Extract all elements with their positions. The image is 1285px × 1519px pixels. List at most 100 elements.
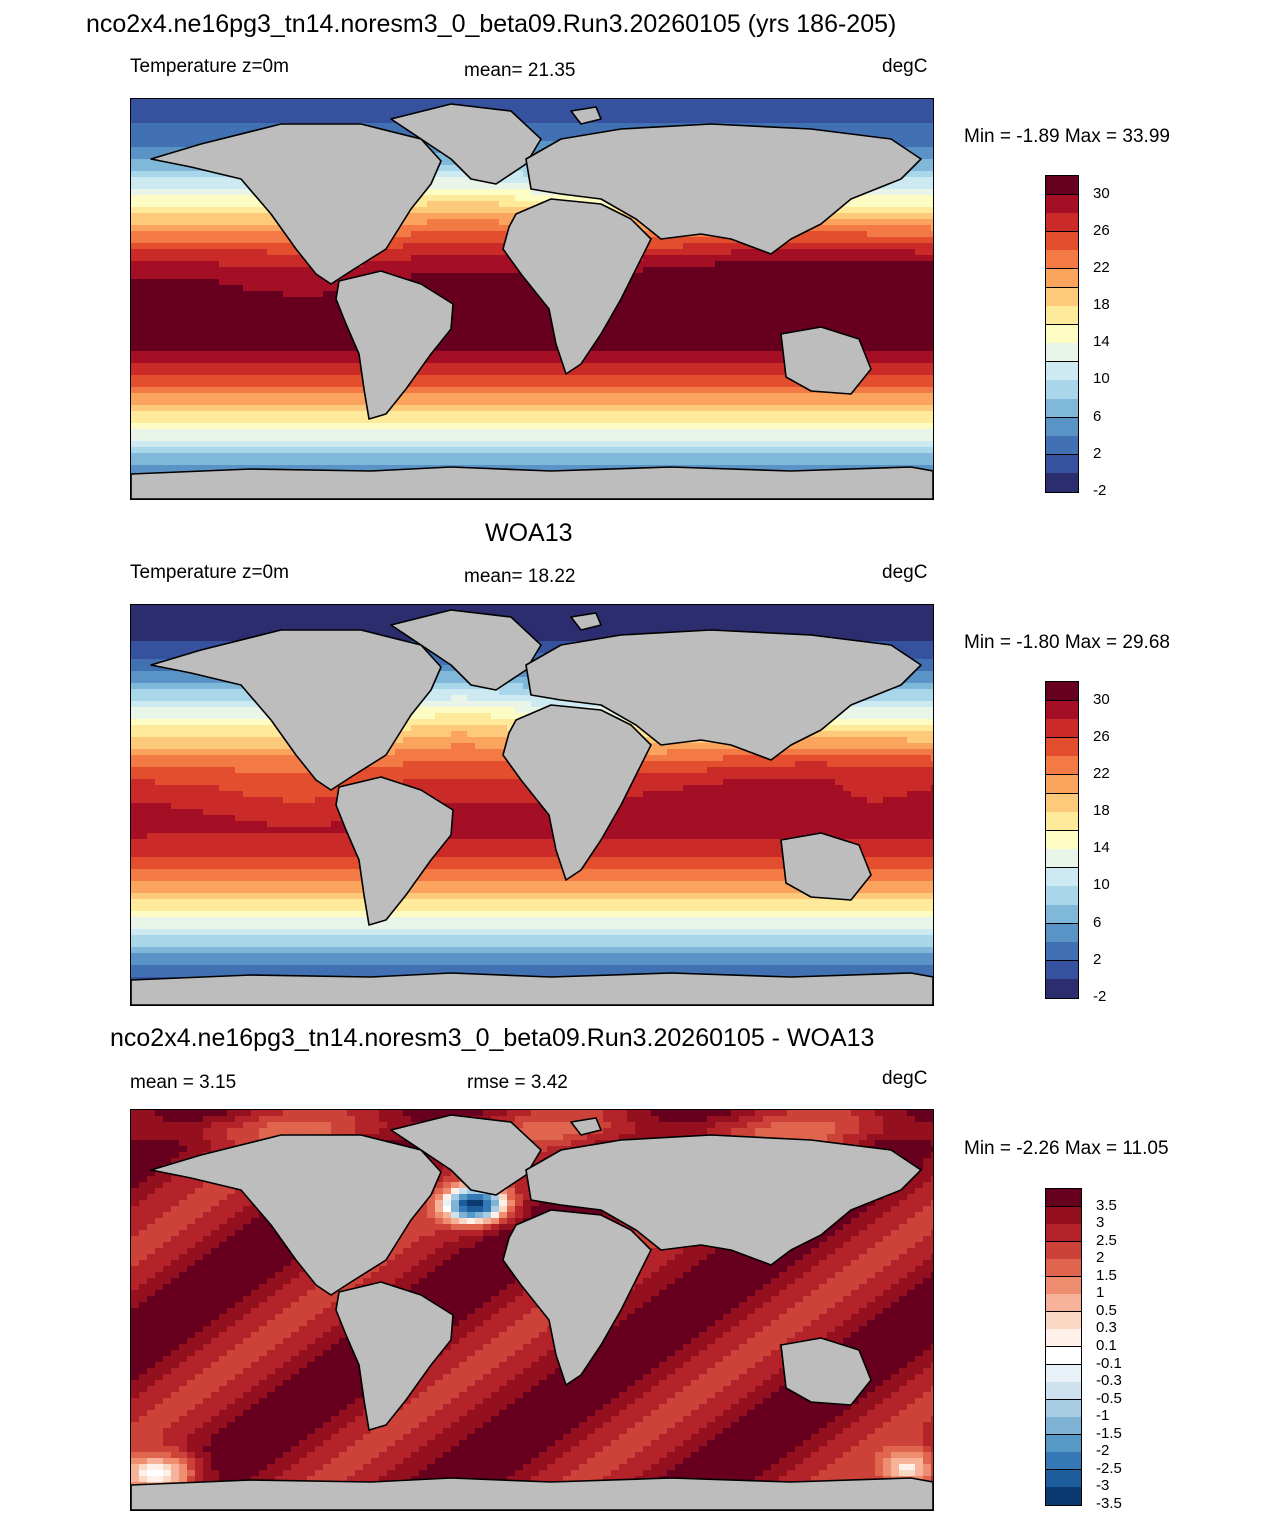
colorbar-tick-label: 18 <box>1093 296 1110 313</box>
panel-2-minmax: Min = -1.80 Max = 29.68 <box>964 632 1170 654</box>
panel-3-minmax: Min = -2.26 Max = 11.05 <box>964 1138 1169 1160</box>
colorbar-tick-label: -1 <box>1096 1407 1109 1424</box>
colorbar-tick-label: 0.1 <box>1096 1337 1117 1354</box>
colorbar-swatch <box>1046 923 1078 943</box>
land-1 <box>390 609 542 691</box>
colorbar-tick-label: -2 <box>1093 482 1106 499</box>
colorbar-tick-label: 3 <box>1096 1214 1104 1231</box>
ocean-field <box>131 605 933 1005</box>
land-7 <box>131 1477 933 1510</box>
land-7 <box>131 972 933 1005</box>
panel-3-header: nco2x4.ne16pg3_tn14.noresm3_0_beta09.Run… <box>110 1024 874 1053</box>
colorbar-swatch <box>1046 1364 1081 1383</box>
land-6 <box>570 612 602 631</box>
colorbar-tick-label: 18 <box>1093 802 1110 819</box>
land-4 <box>525 1134 922 1266</box>
colorbar-swatch <box>1046 1189 1081 1208</box>
colorbar-tick-label: 2 <box>1093 445 1101 462</box>
colorbar-swatch <box>1046 436 1078 456</box>
panel-2-mean-label: mean= 18.22 <box>464 566 575 588</box>
colorbar-swatch <box>1046 1347 1081 1366</box>
colorbar-swatch <box>1046 905 1078 925</box>
panel-3-rmse-label: rmse = 3.42 <box>467 1072 568 1094</box>
panel-2-left-label: Temperature z=0m <box>130 562 289 584</box>
colorbar-tick-label: 2 <box>1096 1249 1104 1266</box>
land-0 <box>150 123 442 285</box>
map-field-svg <box>131 1110 933 1510</box>
colorbar-tick-label: 26 <box>1093 222 1110 239</box>
panel-3-map <box>130 1109 934 1511</box>
panel-3-mean-label: mean = 3.15 <box>130 1072 236 1094</box>
colorbar-swatch <box>1046 1224 1081 1243</box>
colorbar-swatch <box>1046 830 1078 850</box>
panel-1-minmax: Min = -1.89 Max = 33.99 <box>964 126 1170 148</box>
panel-2-header: WOA13 <box>485 519 573 548</box>
land-2 <box>335 776 454 926</box>
land-6 <box>570 106 602 125</box>
colorbar-swatch <box>1046 1276 1081 1295</box>
land-masses <box>131 609 933 1005</box>
land-4 <box>525 123 922 255</box>
colorbar-tick-label: 0.5 <box>1096 1302 1117 1319</box>
colorbar-swatch <box>1046 960 1078 980</box>
colorbar-swatch <box>1046 812 1078 832</box>
colorbar-swatch <box>1046 380 1078 400</box>
colorbar-swatch <box>1046 1469 1081 1488</box>
colorbar-swatch <box>1046 213 1078 233</box>
panel-3-units: degC <box>882 1068 927 1090</box>
colorbar-swatch <box>1046 176 1078 196</box>
colorbar-swatch <box>1046 454 1078 474</box>
colorbar-swatch <box>1046 682 1078 702</box>
colorbar-tick-label: 22 <box>1093 259 1110 276</box>
land-5 <box>780 326 872 395</box>
colorbar-tick-label: 10 <box>1093 876 1110 893</box>
colorbar-swatch <box>1046 979 1078 999</box>
land-1 <box>390 1114 542 1196</box>
land-2 <box>335 270 454 420</box>
land-6 <box>570 1117 602 1136</box>
colorbar-swatch <box>1046 250 1078 270</box>
colorbar-swatch <box>1046 867 1078 887</box>
colorbar-swatch <box>1046 793 1078 813</box>
colorbar-swatch <box>1046 774 1078 795</box>
colorbar-swatch <box>1046 886 1078 906</box>
colorbar-tick-label: -2.5 <box>1096 1460 1122 1477</box>
land-0 <box>150 629 442 791</box>
land-3 <box>502 704 652 881</box>
land-0 <box>150 1134 442 1296</box>
land-7 <box>131 466 933 499</box>
colorbar-swatch <box>1046 324 1078 344</box>
panel-1-mean-label: mean= 21.35 <box>464 60 575 82</box>
colorbar-swatch <box>1046 1259 1081 1278</box>
colorbar-swatch <box>1046 417 1078 437</box>
colorbar-tick-label: 6 <box>1093 408 1101 425</box>
colorbar-swatch <box>1046 1434 1081 1453</box>
colorbar-tick-label: -2 <box>1093 988 1106 1005</box>
map-field-svg <box>131 99 933 499</box>
land-5 <box>780 1337 872 1406</box>
colorbar-tick-label: 1 <box>1096 1284 1104 1301</box>
land-5 <box>780 832 872 901</box>
colorbar-tick-label: 22 <box>1093 765 1110 782</box>
panel-2-units: degC <box>882 562 927 584</box>
colorbar-swatch <box>1046 942 1078 962</box>
colorbar-swatch <box>1046 756 1078 776</box>
colorbar-tick-label: 2.5 <box>1096 1232 1117 1249</box>
figure-title: nco2x4.ne16pg3_tn14.noresm3_0_beta09.Run… <box>86 10 896 39</box>
colorbar-tick-label: -2 <box>1096 1442 1109 1459</box>
colorbar-tick-label: -3 <box>1096 1477 1109 1494</box>
panel-3-colorbar <box>1045 1188 1082 1506</box>
land-masses <box>131 1114 933 1510</box>
panel-1-units: degC <box>882 56 927 78</box>
colorbar-swatch <box>1046 194 1078 214</box>
colorbar-tick-label: 30 <box>1093 185 1110 202</box>
colorbar-swatch <box>1046 1329 1081 1348</box>
colorbar-swatch <box>1046 399 1078 419</box>
colorbar-swatch <box>1046 1452 1081 1471</box>
colorbar-tick-label: -1.5 <box>1096 1425 1122 1442</box>
panel-1-left-label: Temperature z=0m <box>130 56 289 78</box>
colorbar-tick-label: 6 <box>1093 914 1101 931</box>
colorbar-tick-label: -0.5 <box>1096 1390 1122 1407</box>
land-masses <box>131 103 933 499</box>
colorbar-swatch <box>1046 306 1078 326</box>
